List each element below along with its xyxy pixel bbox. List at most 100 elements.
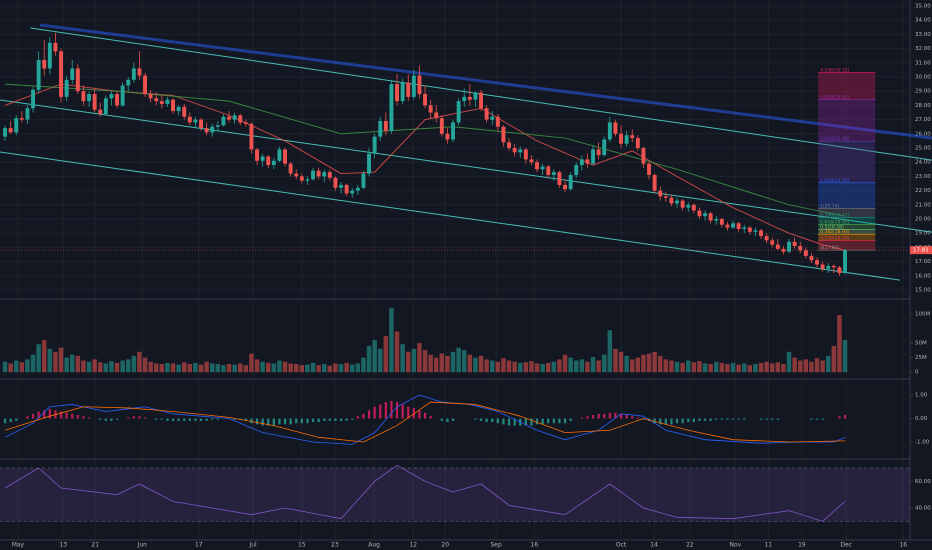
fib-label: 0.618(19.62) bbox=[820, 219, 850, 225]
macd-histogram-bar bbox=[216, 418, 219, 420]
macd-histogram-bar bbox=[703, 418, 707, 421]
volume-bar bbox=[198, 364, 204, 373]
volume-bar bbox=[691, 362, 697, 373]
volume-bar bbox=[456, 347, 461, 373]
macd-histogram-bar bbox=[76, 415, 79, 419]
macd-histogram-bar bbox=[530, 418, 533, 426]
volume-bar bbox=[439, 353, 445, 373]
y-tick-label: 33.00 bbox=[915, 32, 931, 38]
volume-bar bbox=[383, 336, 389, 373]
macd-histogram-bar bbox=[821, 418, 824, 420]
candle-body bbox=[596, 149, 601, 156]
x-tick-label: May bbox=[12, 542, 25, 549]
fib-zone bbox=[818, 229, 876, 235]
y-tick-label: 0 bbox=[915, 370, 919, 376]
fib-zone bbox=[818, 72, 876, 100]
volume-bar bbox=[350, 364, 355, 373]
volume-bar bbox=[686, 360, 691, 373]
volume-bar bbox=[47, 348, 53, 373]
fib-label: 0.236(18.50) bbox=[820, 235, 850, 241]
macd-histogram-bar bbox=[132, 416, 135, 419]
macd-histogram-bar bbox=[614, 412, 617, 419]
macd-histogram-bar bbox=[709, 418, 712, 421]
volume-bar bbox=[159, 364, 165, 373]
candle-body bbox=[613, 122, 618, 134]
macd-histogram-bar bbox=[815, 418, 819, 420]
volume-bar bbox=[490, 360, 495, 373]
candle-body bbox=[697, 210, 702, 217]
candle-body bbox=[551, 172, 556, 175]
volume-bar bbox=[193, 362, 198, 373]
volume-bar bbox=[361, 357, 366, 373]
candle-body bbox=[680, 200, 685, 208]
macd-histogram-bar bbox=[3, 418, 7, 424]
candle-body bbox=[350, 190, 355, 194]
volume-bar bbox=[30, 354, 36, 373]
macd-histogram-bar bbox=[356, 416, 359, 419]
macd-histogram-bar bbox=[283, 418, 287, 425]
volume-bar bbox=[238, 363, 243, 373]
macd-histogram-bar bbox=[115, 418, 119, 420]
volume-bar bbox=[786, 351, 792, 373]
candle-body bbox=[98, 109, 103, 114]
macd-histogram-bar bbox=[843, 415, 847, 419]
volume-bar bbox=[557, 359, 562, 373]
candle-body bbox=[131, 68, 136, 80]
volume-bar bbox=[540, 364, 545, 373]
volume-bar bbox=[422, 350, 428, 373]
macd-histogram-bar bbox=[15, 418, 18, 421]
fib-zone bbox=[818, 182, 876, 209]
volume-bar bbox=[574, 360, 579, 373]
macd-histogram-bar bbox=[687, 418, 690, 423]
candle-body bbox=[126, 79, 131, 86]
candle-body bbox=[159, 101, 164, 104]
moving-average bbox=[4, 83, 846, 251]
volume-bar bbox=[64, 357, 69, 373]
volume-bar bbox=[495, 361, 501, 373]
candle-body bbox=[591, 149, 595, 164]
y-tick-label: 27.00 bbox=[915, 117, 931, 123]
macd-line bbox=[4, 401, 846, 443]
fib-zone bbox=[818, 99, 876, 142]
volume-bar bbox=[53, 351, 58, 373]
volume-bar bbox=[837, 315, 842, 373]
fib-label: 0.786(20.11) bbox=[820, 212, 850, 218]
macd-histogram-bar bbox=[636, 417, 639, 419]
macd-histogram-bar bbox=[412, 407, 415, 419]
candle-body bbox=[115, 94, 119, 106]
candle-body bbox=[14, 118, 19, 133]
volume-bar bbox=[58, 347, 64, 373]
volume-bar bbox=[658, 355, 663, 373]
candle-body bbox=[484, 108, 489, 120]
candle-body bbox=[25, 108, 30, 120]
y-tick-label: 34.00 bbox=[915, 18, 931, 24]
candle-body bbox=[204, 128, 209, 133]
volume-bar bbox=[730, 362, 736, 373]
macd-histogram-bar bbox=[670, 418, 673, 425]
candle-body bbox=[719, 219, 724, 225]
y-tick-label: 31.00 bbox=[915, 60, 931, 66]
candle-body bbox=[619, 133, 623, 144]
volume-bar bbox=[792, 357, 797, 373]
volume-bar bbox=[42, 340, 47, 373]
macd-histogram-bar bbox=[580, 417, 583, 419]
y-tick-label: 15.00 bbox=[915, 288, 931, 294]
volume-bar bbox=[445, 355, 450, 373]
macd-histogram-bar bbox=[535, 418, 539, 425]
candle-body bbox=[75, 68, 80, 92]
volume-bar bbox=[187, 364, 193, 373]
macd-histogram-bar bbox=[390, 400, 393, 419]
candle-body bbox=[820, 264, 825, 269]
fib-zone bbox=[818, 208, 876, 218]
volume-bar bbox=[344, 362, 349, 373]
macd-histogram-bar bbox=[552, 418, 555, 424]
macd-histogram-bar bbox=[188, 418, 191, 421]
volume-bar bbox=[249, 353, 254, 373]
candle-body bbox=[843, 250, 847, 274]
volume-bar bbox=[562, 354, 568, 373]
macd-histogram-bar bbox=[110, 418, 113, 421]
y-tick-label: 20.00 bbox=[915, 217, 931, 223]
candle-body bbox=[445, 133, 450, 140]
volume-bar bbox=[316, 365, 321, 373]
